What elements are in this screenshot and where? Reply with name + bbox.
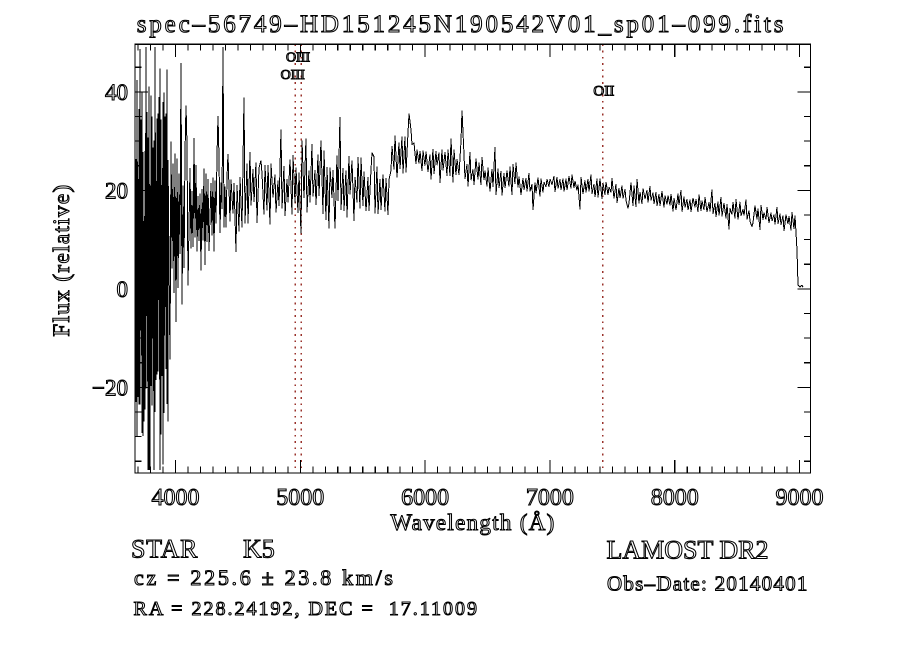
svg-text:7000: 7000	[526, 485, 574, 511]
svg-text:8000: 8000	[651, 485, 699, 511]
svg-text:20: 20	[105, 179, 128, 204]
svg-text:Flux (relative): Flux (relative)	[49, 183, 74, 336]
svg-text:LAMOST DR2: LAMOST DR2	[607, 536, 769, 565]
svg-text:OIII: OIII	[286, 51, 310, 66]
svg-text:OIII: OIII	[281, 68, 305, 83]
svg-text:40: 40	[105, 80, 128, 105]
svg-text:5000: 5000	[276, 485, 324, 511]
svg-text:RA = 228.24192, DEC = 17.1100: RA = 228.24192, DEC = 17.11009	[134, 598, 480, 620]
svg-text:K5: K5	[243, 535, 275, 564]
svg-text:OII: OII	[593, 84, 614, 100]
svg-text:Obs–Date: 20140401: Obs–Date: 20140401	[607, 572, 809, 596]
svg-text:6000: 6000	[401, 485, 449, 511]
svg-text:−20: −20	[92, 376, 128, 401]
svg-text:0: 0	[117, 277, 129, 302]
svg-text:9000: 9000	[776, 485, 824, 511]
svg-text:Wavelength (Å): Wavelength (Å)	[390, 510, 555, 535]
svg-text:cz = 225.6 ± 23.8 km/s: cz = 225.6 ± 23.8 km/s	[134, 565, 396, 590]
svg-text:4000: 4000	[152, 485, 200, 511]
svg-text:STAR: STAR	[131, 535, 198, 564]
svg-text:spec–56749–HD151245N190542V01_: spec–56749–HD151245N190542V01_sp01–099.f…	[137, 11, 787, 38]
